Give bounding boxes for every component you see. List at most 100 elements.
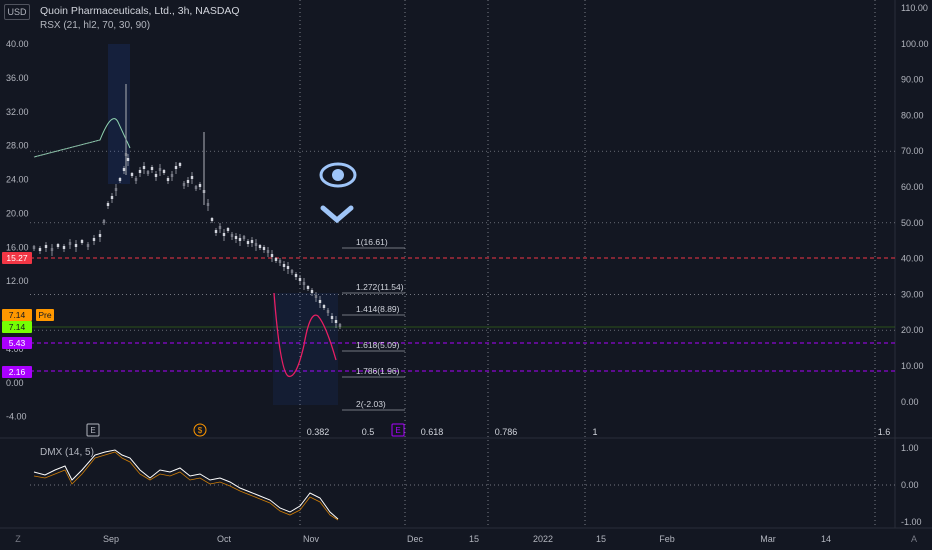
- candle-body: [126, 158, 130, 161]
- candle-body: [170, 174, 174, 177]
- price-axis-label: 20.00: [6, 208, 29, 218]
- rsx-axis-label: 110.00: [901, 3, 928, 13]
- rsx-axis-label: 50.00: [901, 218, 924, 228]
- dividend-marker[interactable]: [193, 423, 207, 437]
- candle-body: [142, 166, 146, 169]
- time-fib-label: 0.382: [307, 427, 330, 437]
- candle-body: [302, 282, 306, 285]
- candle-body: [92, 238, 96, 241]
- time-fib-label: 1.6: [878, 427, 891, 437]
- earnings-marker[interactable]: [391, 423, 405, 437]
- candle-body: [250, 240, 254, 243]
- price-axis-label: 40.00: [6, 39, 29, 49]
- candle-body: [266, 250, 270, 253]
- fib-level-label: 1(16.61): [356, 237, 388, 247]
- candle-body: [210, 218, 214, 221]
- candle-body: [56, 244, 60, 247]
- rsx-axis-label: 40.00: [901, 254, 924, 264]
- fib-level-label: 1.414(8.89): [356, 304, 400, 314]
- candle-body: [246, 241, 250, 244]
- price-tag-label: Pre: [38, 310, 52, 320]
- rsx-line: [273, 292, 337, 378]
- price-tag-label: 7.14: [9, 322, 26, 332]
- earnings-marker-label: E: [395, 426, 400, 435]
- candle-body: [122, 168, 126, 171]
- candle-body: [270, 254, 274, 257]
- auto-scale-button: A: [911, 534, 917, 544]
- candle-body: [298, 278, 302, 281]
- candle-body: [68, 242, 72, 245]
- candle-body: [134, 178, 138, 181]
- candle-body: [38, 248, 42, 251]
- price-axis-label: 24.00: [6, 175, 29, 185]
- candle-body: [290, 270, 294, 273]
- dmx-label: DMX (14, 5): [40, 447, 94, 458]
- dividend-marker-label: $: [198, 426, 203, 435]
- price-axis-label: 0.00: [6, 378, 24, 388]
- candle-body: [214, 230, 218, 233]
- price-tag: [2, 366, 32, 378]
- chart-title: Quoin Pharmaceuticals, Ltd., 3h, NASDAQ: [40, 5, 240, 17]
- candle-body: [238, 238, 242, 241]
- candle-body: [262, 247, 266, 250]
- candle-body: [174, 166, 178, 169]
- fib-level-label: 2(-2.03): [356, 399, 386, 409]
- price-tag: [2, 252, 32, 264]
- candle-body: [286, 266, 290, 269]
- rsx-axis-label: 20.00: [901, 325, 924, 335]
- price-axis-label: 12.00: [6, 276, 29, 286]
- dmx-axis-label: -1.00: [901, 517, 922, 527]
- candle-body: [258, 245, 262, 248]
- dmx-axis-label: 0.00: [901, 480, 919, 490]
- highlight-zone: [108, 44, 130, 184]
- candle-body: [190, 176, 194, 179]
- candle-body: [86, 244, 90, 247]
- time-axis-label: 15: [596, 534, 606, 544]
- time-fib-label: 0.618: [421, 427, 444, 437]
- time-axis-label: Oct: [217, 534, 232, 544]
- time-fib-label: 1: [592, 427, 597, 437]
- earnings-marker[interactable]: [86, 423, 100, 437]
- price-tag-label: 2.16: [9, 367, 26, 377]
- candle-body: [80, 240, 84, 243]
- earnings-marker-label: E: [90, 426, 95, 435]
- candle-body: [106, 203, 110, 206]
- candle-body: [294, 274, 298, 277]
- dmx-axis-label: 1.00: [901, 443, 919, 453]
- price-axis-label: 16.00: [6, 242, 29, 252]
- rsx-axis-label: 100.00: [901, 39, 929, 49]
- candle-body: [274, 258, 278, 261]
- candle-body: [226, 228, 230, 231]
- timezone-button: Z: [15, 534, 21, 544]
- candle-body: [322, 305, 326, 308]
- candle-body: [198, 184, 202, 187]
- candle-body: [98, 234, 102, 237]
- candle-body: [62, 246, 66, 249]
- candle-body: [194, 186, 198, 189]
- currency-badge: USD: [4, 4, 30, 20]
- rsx-axis-label: 60.00: [901, 182, 924, 192]
- candle-body: [306, 286, 310, 289]
- price-tag-label: 7.14: [9, 310, 26, 320]
- price-tag-label: 15.27: [6, 253, 28, 263]
- time-axis-label: 15: [469, 534, 479, 544]
- fib-level-label: 1.786(1.96): [356, 366, 400, 376]
- time-fib-label: 0.5: [362, 427, 375, 437]
- candle-body: [118, 178, 122, 181]
- chevron-down-icon: [320, 205, 354, 224]
- candle-body: [178, 163, 182, 166]
- candle-body: [166, 178, 170, 181]
- candle-body: [114, 188, 118, 191]
- candle-body: [242, 236, 246, 239]
- time-axis-label: Dec: [407, 534, 424, 544]
- dmx-signal-line: [33, 451, 339, 521]
- price-tag: [36, 309, 54, 321]
- candle-body: [50, 248, 54, 251]
- candle-body: [32, 246, 36, 249]
- candle-body: [44, 245, 48, 248]
- candle-body: [230, 234, 234, 237]
- rsx-axis-label: 80.00: [901, 110, 924, 120]
- price-axis-label: 36.00: [6, 73, 29, 83]
- price-axis-label: 28.00: [6, 141, 29, 151]
